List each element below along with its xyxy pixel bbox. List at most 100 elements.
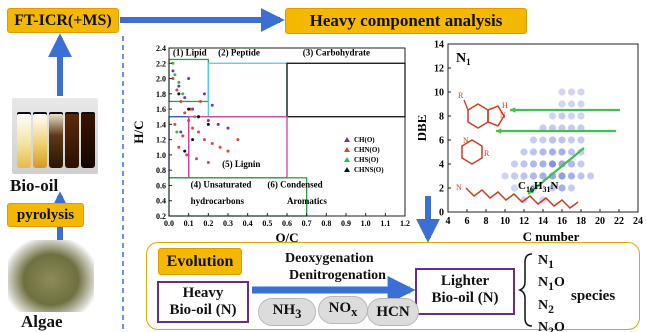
scatter-point xyxy=(171,77,175,81)
scatter-point xyxy=(206,161,210,165)
gas-nh3-label: NH3 xyxy=(272,302,302,321)
heavy-label-line1: Heavy xyxy=(182,285,224,301)
indole-r-label: R xyxy=(458,91,464,100)
scatter-point xyxy=(187,119,191,123)
dbe-point xyxy=(510,184,519,192)
pyrolysis-label-box: pyrolysis xyxy=(7,203,84,227)
dbe-point xyxy=(548,136,557,144)
scatter-point xyxy=(183,111,187,115)
dbe-point xyxy=(529,148,538,156)
fticr-label-box: FT-ICR(+MS) xyxy=(7,8,119,33)
y-tick-label: 1.8 xyxy=(156,90,166,99)
dbe-point xyxy=(577,172,585,180)
scatter-point xyxy=(183,149,187,153)
species-item: N2 xyxy=(538,297,554,316)
dbe-point xyxy=(558,184,566,192)
legend-marker xyxy=(344,167,350,172)
scatter-point xyxy=(226,149,230,153)
scatter-point xyxy=(179,130,183,134)
lighter-label-line1: Lighter xyxy=(440,273,490,289)
scatter-point xyxy=(226,126,230,130)
dbe-point xyxy=(548,124,557,132)
dbe-point xyxy=(539,160,547,168)
x-tick-label: 12 xyxy=(519,216,529,227)
green-arrow xyxy=(527,147,585,195)
dbe-point xyxy=(577,100,585,108)
dbe-point xyxy=(548,112,557,120)
scatter-point xyxy=(206,122,210,126)
indole-n-label: N xyxy=(500,111,506,120)
y-tick-label: 12 xyxy=(434,64,444,75)
gas-nox-label: NOx xyxy=(328,300,358,319)
dbe-point xyxy=(529,136,538,144)
y-tick-label: 14 xyxy=(434,40,444,51)
scatter-point xyxy=(179,99,183,103)
van-krevelen-chart: 0.0 0.1 0.2 0.3 0.4 0.5 0.6 0.7 0.8 0.9 1.0 1.1 1.2 0… xyxy=(133,44,410,245)
deoxygenation-label: Deoxygenation xyxy=(285,251,374,266)
heavy-component-label-box: Heavy component analysis xyxy=(285,8,527,34)
nitrile-chain xyxy=(465,187,579,209)
x-axis-label: O/C xyxy=(275,230,298,245)
scatter-point xyxy=(173,122,177,126)
dbe-point xyxy=(529,172,538,180)
scatter-point xyxy=(195,157,199,161)
y-tick-label: 10 xyxy=(434,88,444,99)
region-annotation: (1) Lipid xyxy=(173,48,207,58)
legend-entry: CHS(O) xyxy=(354,156,379,164)
y-tick-label: 6 xyxy=(439,136,444,147)
y-tick-label: 2.2 xyxy=(156,59,166,68)
dbe-point xyxy=(558,136,566,144)
scatter-point xyxy=(191,126,195,130)
dbe-point xyxy=(539,124,547,132)
formula-n: N xyxy=(551,180,559,192)
y-tick-label: 0.8 xyxy=(156,166,166,175)
bio-oil-label: Bio-oil xyxy=(10,176,59,195)
y-axis-label: DBE xyxy=(418,115,429,142)
scatter-point xyxy=(183,96,187,100)
pyrolysis-label: pyrolysis xyxy=(16,206,75,223)
pyridine-r-label: R xyxy=(484,149,490,158)
species-brace xyxy=(517,253,533,327)
y-tick-label: 0.6 xyxy=(156,181,166,190)
legend-marker xyxy=(344,137,350,142)
species-item: N1 xyxy=(538,253,554,271)
region-annotation: (5) Lignin xyxy=(222,159,260,169)
x-tick-label: 0.0 xyxy=(164,219,174,228)
y-tick-label: 2 xyxy=(439,184,444,195)
dbe-point xyxy=(501,172,509,180)
indole-nh-label: H xyxy=(502,101,508,110)
dbe-point xyxy=(567,88,576,96)
green-arrow-head xyxy=(496,128,502,134)
dbe-point xyxy=(567,160,576,168)
y-axis-label: H/C xyxy=(133,120,146,143)
scatter-point xyxy=(218,145,222,149)
x-tick-label: 0.1 xyxy=(184,219,194,228)
x-tick-label: 4 xyxy=(446,216,451,227)
scatter-point xyxy=(193,115,197,119)
scatter-point xyxy=(206,119,210,123)
scatter-point xyxy=(187,77,191,81)
formula-sub: 16 xyxy=(526,185,534,194)
y-tick-label: 0.2 xyxy=(156,212,166,221)
y-tick-label: 1.0 xyxy=(156,151,166,160)
evolution-panel xyxy=(146,242,640,330)
scatter-point xyxy=(177,80,181,84)
dbe-point xyxy=(567,172,576,180)
denitrogenation-label: Denitrogenation xyxy=(289,268,386,283)
scatter-point xyxy=(177,84,181,88)
dbe-point xyxy=(510,172,519,180)
x-tick-label: 0.5 xyxy=(262,219,272,228)
gas-cloud-nh3: NH3 xyxy=(258,298,316,326)
y-tick-label: 4 xyxy=(439,160,444,171)
carbohydrate-region xyxy=(286,62,406,118)
dbe-point xyxy=(577,112,585,120)
green-arrow-head xyxy=(510,107,516,113)
region-annotation: (4) Unsaturated xyxy=(191,180,252,190)
species-list: N1 N1O N2 N2O xyxy=(538,252,565,332)
y-tick-label: 0 xyxy=(439,208,444,219)
formula-h: H xyxy=(534,180,543,192)
dbe-point xyxy=(567,148,576,156)
heavy-bio-oil-box: Heavy Bio-oil (N) xyxy=(157,281,249,323)
x-tick-label: 0.6 xyxy=(282,219,292,228)
dbe-point xyxy=(520,172,528,180)
